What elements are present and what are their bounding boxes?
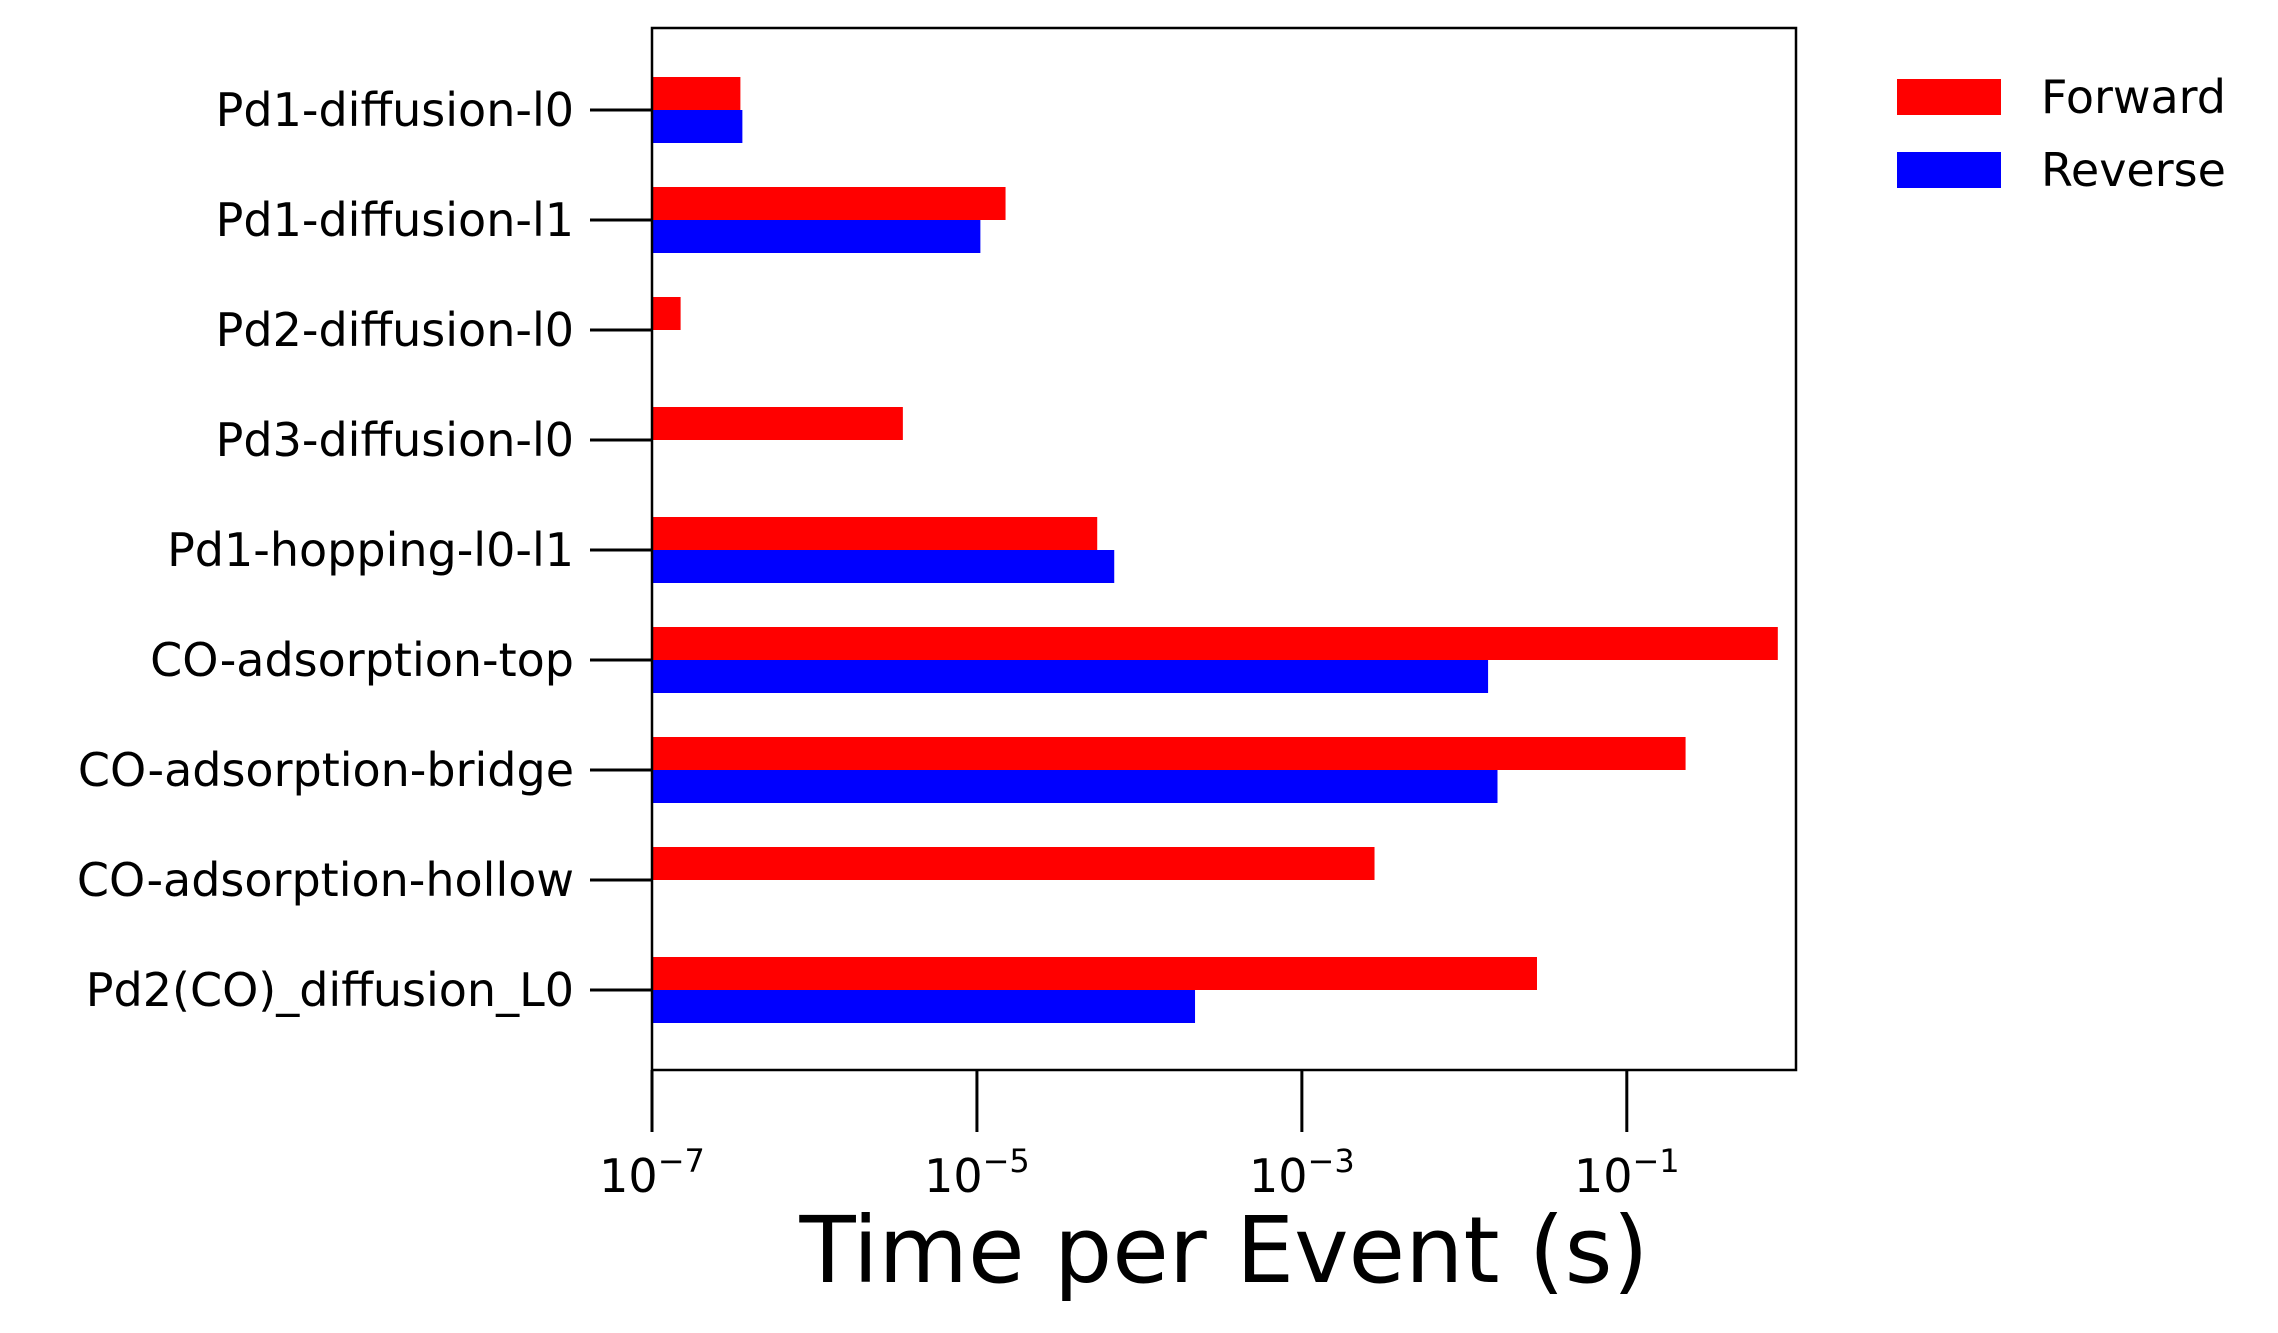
bar-reverse-5 [652,660,1489,693]
bar-forward-5 [652,627,1778,660]
bar-reverse-8 [652,990,1196,1023]
bar-forward-0 [652,77,741,110]
x-tick-base: 10 [924,1149,983,1203]
x-tick-exponent: −1 [1632,1142,1679,1180]
bar-forward-4 [652,517,1098,550]
x-tick-base: 10 [1574,1149,1633,1203]
bar-reverse-1 [652,220,981,253]
y-tick-label: CO-adsorption-hollow [77,853,574,907]
y-tick-label: Pd2(CO)_diffusion_L0 [86,963,574,1017]
y-tick-label: Pd1-hopping-l0-l1 [167,523,574,577]
y-tick-label: Pd3-diffusion-l0 [216,413,574,467]
bar-forward-3 [652,407,903,440]
legend-swatch-forward [1897,79,2001,115]
plot-frame [650,26,1798,1072]
x-tick-base: 10 [599,1149,658,1203]
bar-reverse-6 [652,770,1498,803]
x-tick-label: 10−7 [599,1142,705,1203]
bar-forward-8 [652,957,1537,990]
y-axis: Pd1-diffusion-l0 Pd1-diffusion-l1 Pd2-diff… [77,83,652,1017]
bar-forward-1 [652,187,1006,220]
y-tick-label: CO-adsorption-bridge [78,743,574,797]
x-axis: 10−7 10−5 10−3 10−1 [599,1070,1680,1203]
bars-layer [652,77,1778,1023]
y-tick-label: Pd1-diffusion-l1 [216,193,574,247]
x-tick-exponent: −5 [983,1142,1030,1180]
x-tick-exponent: −7 [658,1142,705,1180]
x-tick-base: 10 [1249,1149,1308,1203]
y-tick-label: Pd2-diffusion-l0 [216,303,574,357]
bar-forward-6 [652,737,1686,770]
legend-swatch-reverse [1897,152,2001,188]
bar-reverse-4 [652,550,1115,583]
bar-reverse-0 [652,110,743,143]
x-tick-label: 10−3 [1249,1142,1355,1203]
bar-forward-2 [652,297,681,330]
x-tick-label: 10−5 [924,1142,1030,1203]
y-tick-label: Pd1-diffusion-l0 [216,83,574,137]
x-axis-title: Time per Event (s) [799,1197,1649,1304]
y-tick-label: CO-adsorption-top [150,633,574,687]
x-tick-label: 10−1 [1574,1142,1680,1203]
x-tick-exponent: −3 [1308,1142,1355,1180]
legend-label-reverse: Reverse [2041,143,2226,197]
legend-label-forward: Forward [2041,70,2226,124]
bar-forward-7 [652,847,1375,880]
legend: Forward Reverse [1897,70,2226,197]
